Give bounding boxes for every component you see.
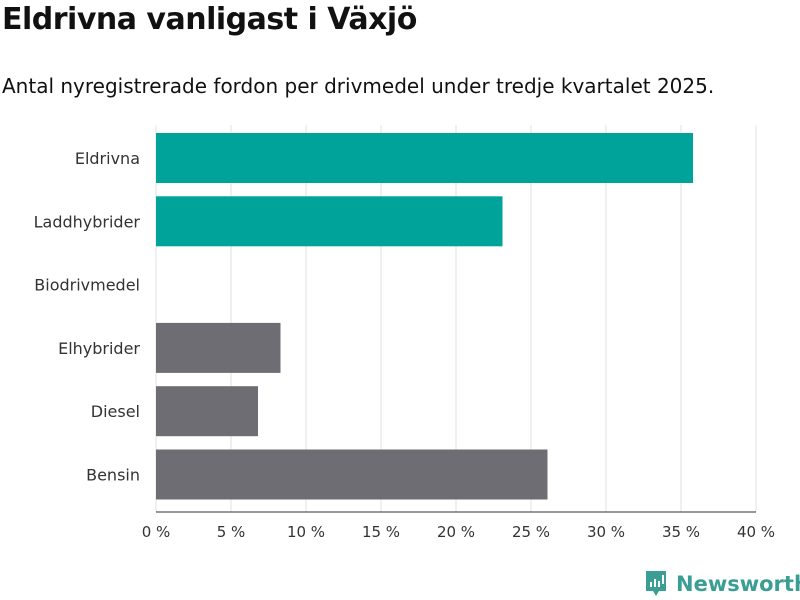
y-category-label: Bensin: [86, 466, 140, 485]
x-tick-label: 25 %: [512, 523, 550, 541]
x-tick-label: 40 %: [737, 523, 775, 541]
y-category-label: Laddhybrider: [34, 212, 141, 231]
x-tick-label: 20 %: [437, 523, 475, 541]
bar-elhybrider: [156, 322, 281, 373]
brand-name: Newsworthy: [676, 572, 800, 596]
x-tick-label: 5 %: [217, 523, 246, 541]
chart-subtitle: Antal nyregistrerade fordon per drivmede…: [2, 74, 715, 98]
chart-title: Eldrivna vanligast i Växjö: [2, 2, 417, 37]
x-tick-label: 10 %: [287, 523, 325, 541]
newsworthy-logo: Newsworthy: [644, 569, 800, 599]
bar-chart: 0 % 5 % 10 % 15 % 20 % 25 % 30 % 35 % 40 % Eldriv…: [34, 125, 775, 541]
y-category-label: Biodrivmedel: [34, 276, 140, 295]
bar-bensin: [156, 449, 548, 500]
y-category-label: Diesel: [91, 402, 140, 421]
logo-icon: [646, 571, 666, 596]
x-tick-label: 15 %: [362, 523, 400, 541]
x-tick-label: 30 %: [587, 523, 625, 541]
x-tick-label: 35 %: [662, 523, 700, 541]
bar-eldrivna: [156, 133, 693, 183]
bar-diesel: [156, 386, 258, 437]
y-category-label: Eldrivna: [75, 149, 140, 168]
bar-laddhybrider: [156, 196, 503, 247]
y-category-label: Elhybrider: [58, 339, 140, 358]
x-tick-label: 0 %: [142, 523, 171, 541]
